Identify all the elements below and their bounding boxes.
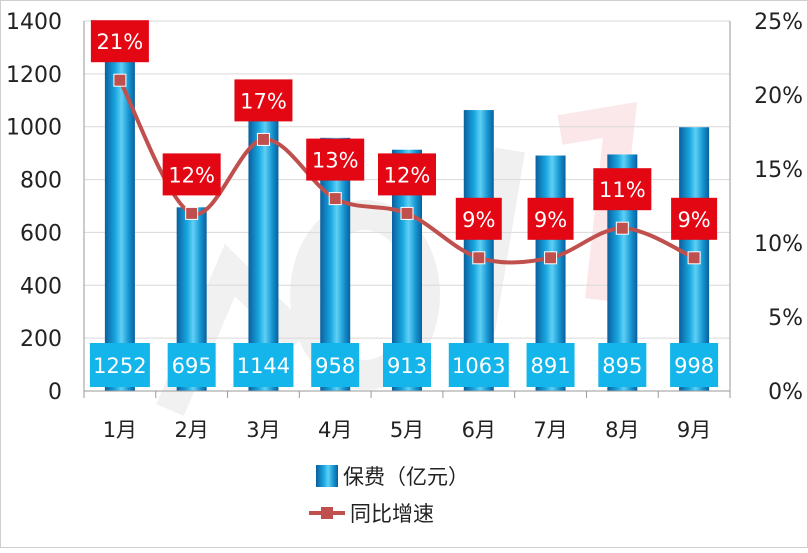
legend-label-bars: 保费（亿元） [343,465,469,489]
line-point [472,251,486,265]
axes: 0 200 400 600 800 1000 1200 1400 0% 5% 10% 15% 20% 25… [6,10,803,442]
x-tick-label: 7月 [533,418,567,442]
line-point [615,221,629,235]
bar-label-box [311,343,360,387]
y-left-tick-label: 200 [20,327,62,352]
x-tick-label: 2月 [174,418,208,442]
y-left-tick-label: 1200 [6,63,62,88]
x-tick-label: 8月 [605,418,639,442]
line-label-box [593,168,652,211]
line-point [400,206,414,220]
line-label-box [527,197,574,240]
bar-label: 913 [387,354,427,378]
line-label: 12% [168,163,215,187]
bar-label: 998 [674,354,714,378]
line-label: 9% [534,208,567,232]
line-label-box [671,197,718,240]
line-label-box [90,20,149,63]
bar-label-box [89,343,150,387]
line-label-box [455,197,502,240]
y-left-tick-label: 1000 [6,116,62,141]
bar-label-box [383,343,431,387]
x-tick-label: 9月 [677,418,711,442]
legend-label-line: 同比增速 [350,502,434,526]
bar-label: 695 [172,354,212,378]
bar-label: 1144 [237,354,290,378]
y-right-tick-label: 5% [768,306,803,331]
y-left-tick-label: 0 [48,380,62,405]
legend-marker-line [321,507,333,519]
line-point [185,206,199,220]
y-right-tick-label: 10% [754,232,803,257]
x-tick-label: 6月 [462,418,496,442]
y-right-tick-label: 25% [754,10,803,35]
line-label: 21% [97,30,144,54]
line-label: 17% [240,89,287,113]
x-tick-label: 1月 [103,418,137,442]
line-label: 13% [312,149,359,173]
bar-label: 891 [531,354,571,378]
line-series [113,73,701,265]
line-label: 9% [462,208,495,232]
y-left-tick-label: 1400 [6,10,62,35]
line-label: 12% [384,163,431,187]
line-label: 9% [677,208,710,232]
y-left-tick-label: 800 [20,169,62,194]
y-left-tick-label: 400 [20,274,62,299]
bar-label-box [448,343,509,387]
line-label-box [162,153,221,196]
bar [104,60,135,391]
line-label-box [234,79,293,122]
bar-label-box [167,343,216,387]
bar-label: 1252 [93,354,146,378]
line-label: 11% [599,178,646,202]
line-label-box [378,153,436,196]
line-point [687,251,701,265]
y-left-tick-label: 600 [20,221,62,246]
line-point [544,251,558,265]
line-label-box [306,138,365,181]
y-right-tick-label: 15% [754,158,803,183]
line-labels: 21% 12% 17% 13% 12% 9% 9% 11% 9% [90,20,718,240]
x-tick-label: 3月 [246,418,280,442]
bar-label-box [670,343,719,387]
bar-label-box [233,343,294,387]
y-right-tick-label: 0% [768,380,803,405]
x-tick-label: 5月 [390,418,424,442]
bar-label: 895 [602,354,642,378]
bar-labels: 1252 695 1144 958 913 1063 891 895 998 [89,343,719,387]
line-point [256,132,270,146]
line-point [328,192,342,206]
legend: 保费（亿元） 同比增速 [309,465,469,526]
bar-label: 1063 [452,354,505,378]
legend-swatch-bars [316,465,338,487]
y-right-tick-label: 20% [754,84,803,109]
bar-label: 958 [315,354,355,378]
bar-label-box [598,343,647,387]
x-tick-label: 4月 [318,418,352,442]
bar-label-box [526,343,575,387]
line-point [113,73,127,87]
